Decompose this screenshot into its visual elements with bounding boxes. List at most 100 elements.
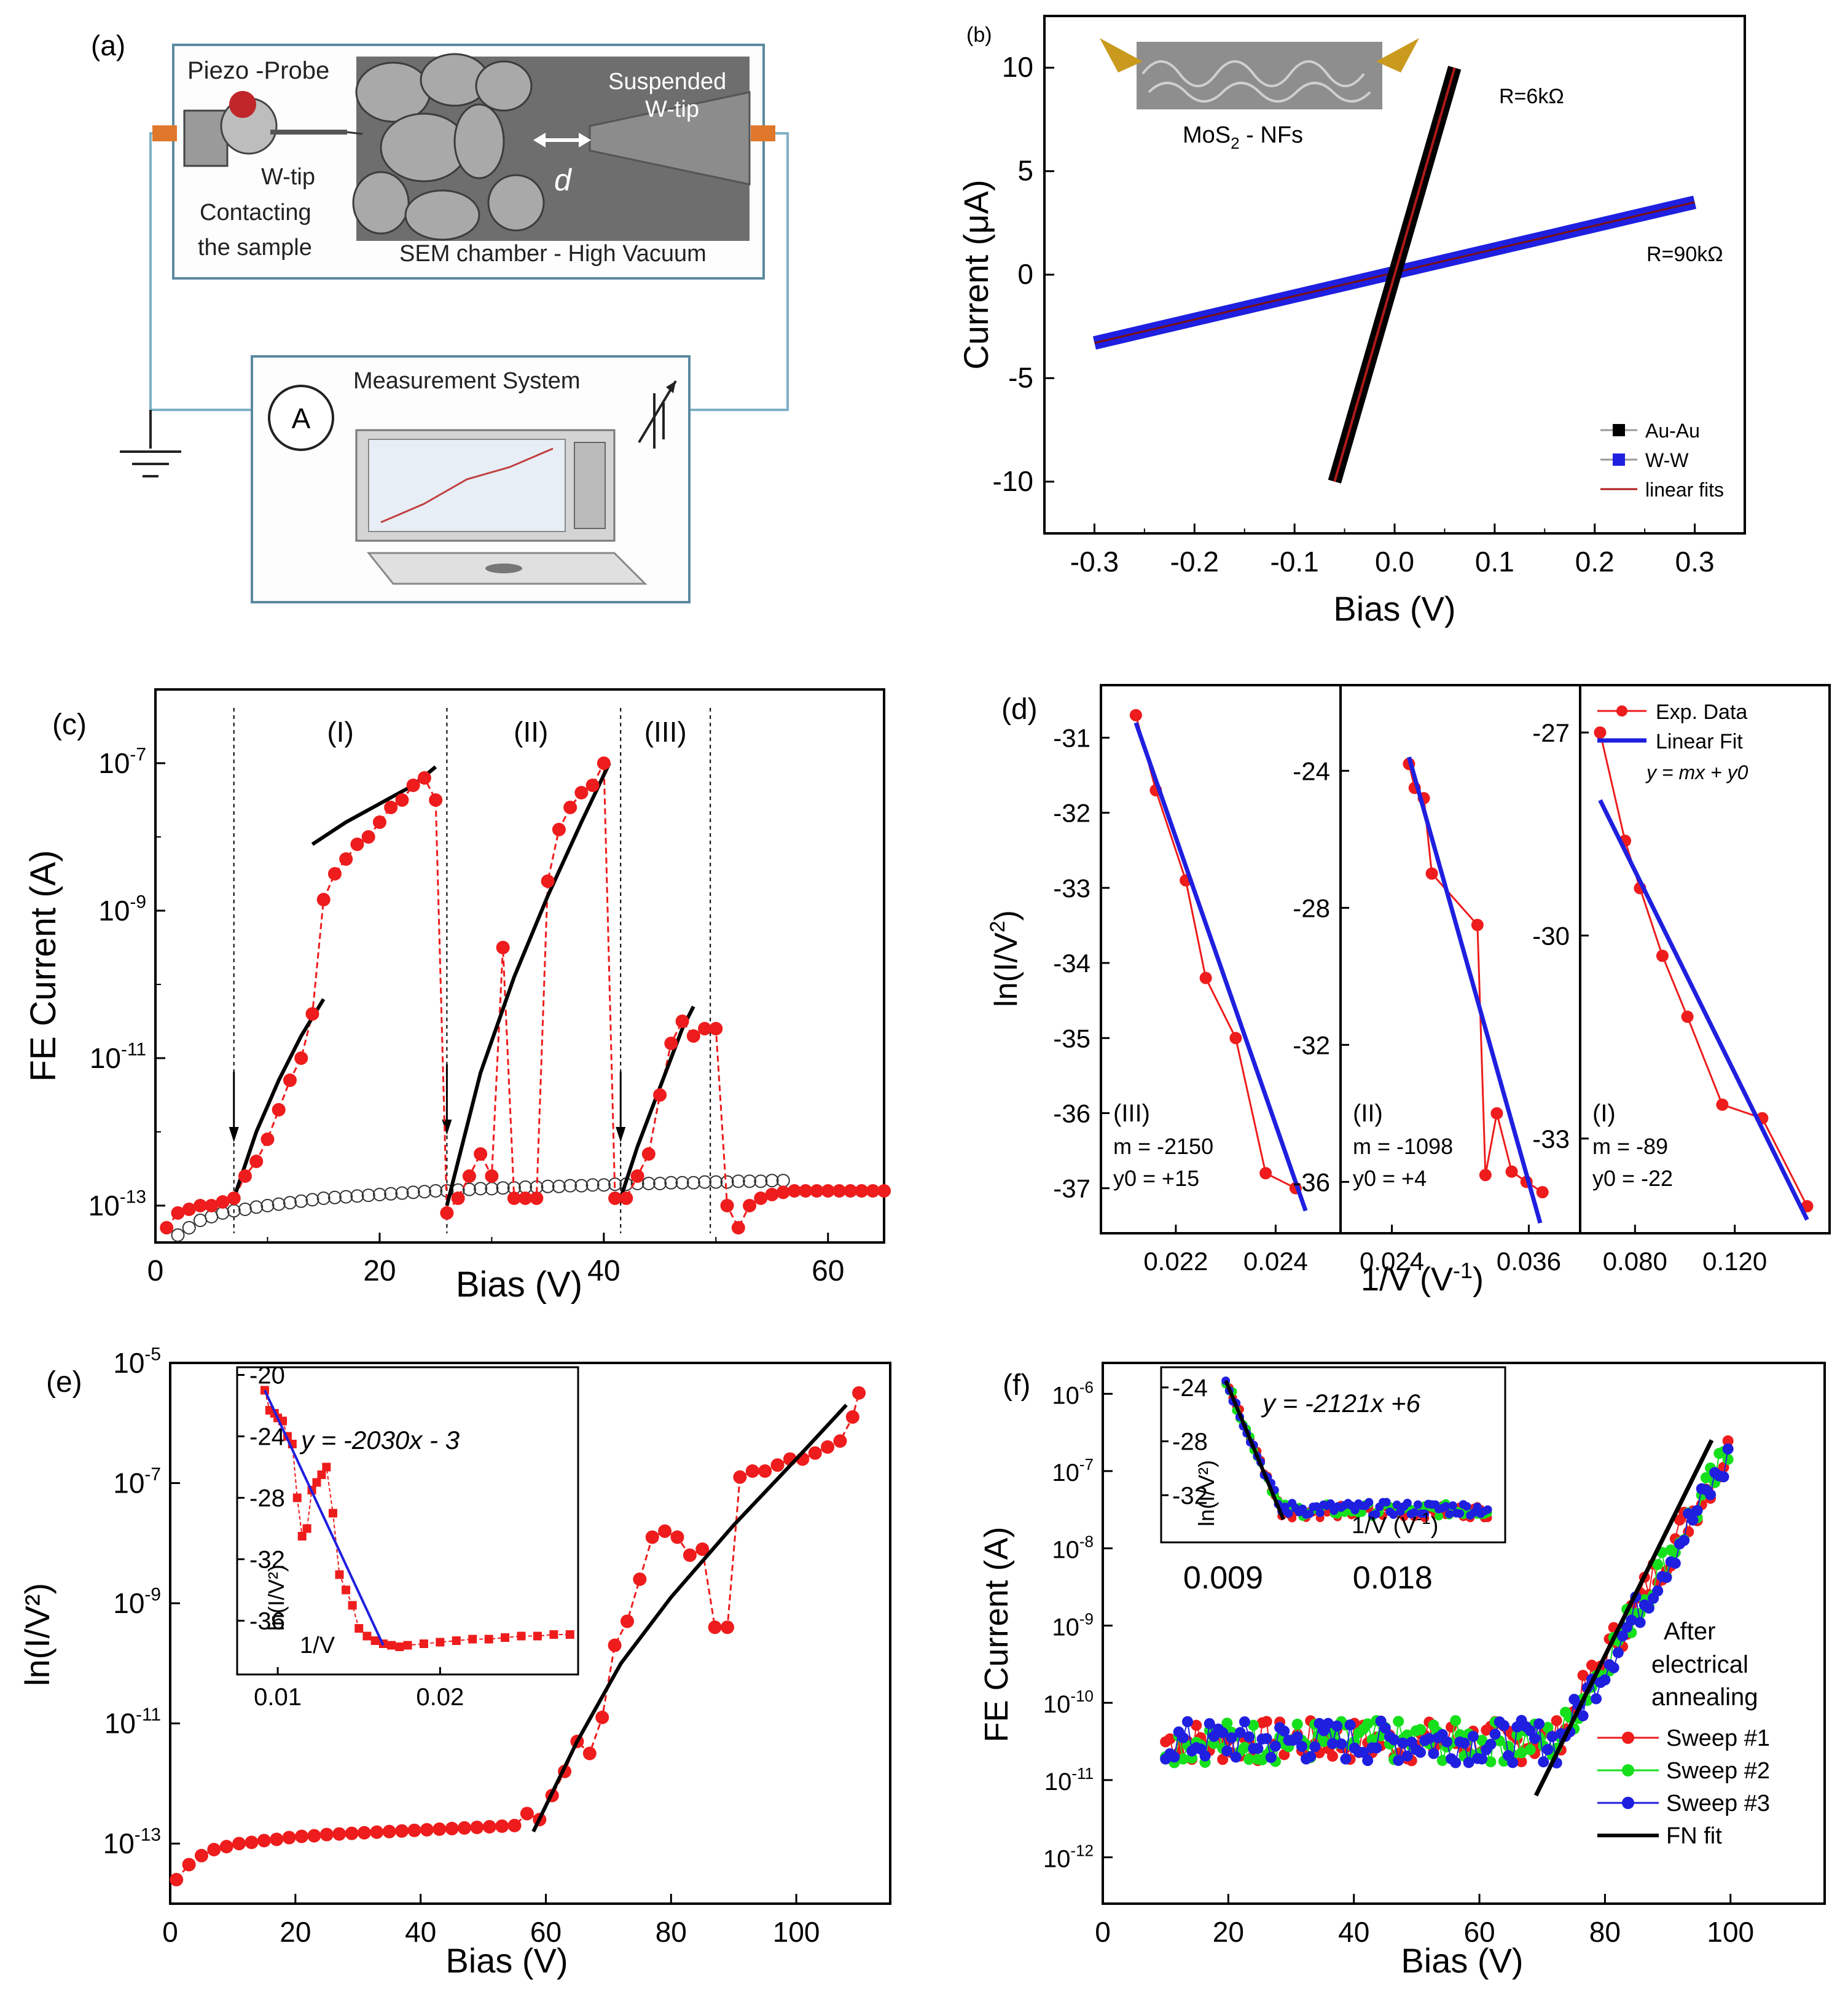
inset-sweep-point — [1357, 1508, 1366, 1517]
sweep-point — [1450, 1715, 1462, 1727]
legend-label-sweep3: Sweep #3 — [1666, 1791, 1770, 1816]
legend-label-sweep1: Sweep #1 — [1666, 1725, 1770, 1751]
inset-data-point — [335, 1570, 344, 1579]
ytick-label: -31 — [1053, 724, 1090, 753]
data-point — [270, 1832, 284, 1847]
sweep-point — [1243, 1731, 1255, 1743]
data-point — [844, 1184, 858, 1198]
sweep-point — [1415, 1746, 1426, 1758]
background-point — [574, 1179, 589, 1193]
ytick-label: 10-7 — [98, 744, 146, 779]
sweep-point — [1340, 1753, 1352, 1765]
inset-sweep-point — [1364, 1497, 1374, 1507]
data-point — [339, 852, 353, 866]
sweep-point — [1718, 1471, 1729, 1483]
panel-d-xlabel: 1/V (V-1) — [1361, 1258, 1484, 1298]
sweep-point — [1476, 1753, 1488, 1765]
exp-data-point — [1229, 1032, 1242, 1045]
wire-right — [689, 132, 789, 411]
exp-data-point — [1681, 1010, 1694, 1023]
panel-c-yticks: 10-13 10-11 10-9 10-7 — [88, 689, 165, 1222]
xtick-label: 0.080 — [1603, 1247, 1667, 1276]
sweep-point — [1221, 1745, 1233, 1757]
inset-data-point — [517, 1631, 526, 1641]
inset-sweep-point — [1445, 1510, 1454, 1519]
data-point — [232, 1837, 246, 1851]
data-point — [630, 1169, 644, 1183]
inset-sweep-point — [1448, 1501, 1457, 1510]
ytick-label: 10-5 — [113, 1344, 161, 1379]
data-point — [485, 1169, 499, 1183]
xtick-label: 0.024 — [1360, 1247, 1424, 1276]
background-point — [372, 1188, 386, 1201]
sweep-point — [1652, 1585, 1664, 1596]
inset-data-point — [387, 1641, 396, 1650]
panel-b-xlabel: Bias (V) — [1333, 589, 1455, 628]
sweep-point — [1485, 1738, 1497, 1750]
panel-e-xlabel: Bias (V) — [445, 1941, 568, 1980]
data-point — [307, 1829, 321, 1843]
data-point — [395, 793, 409, 807]
background-point — [429, 1184, 443, 1198]
inset-f-content: 0.009 0.018 -24 -28 -32 — [1161, 1375, 1492, 1596]
onset-arrow-head — [616, 1127, 626, 1142]
ytick-label: 10-7 — [1052, 1455, 1094, 1486]
xtick-label: 40 — [405, 1916, 436, 1948]
sweep-point — [1393, 1754, 1404, 1766]
panel-e-chart: (e) 0 20 40 60 80 100 10-1310-1110-910-710-5 … — [18, 1344, 891, 1980]
inset-sweep-point — [1455, 1509, 1465, 1518]
panel-c-xlabel: Bias (V) — [456, 1265, 582, 1305]
inset-sweep-point — [1284, 1509, 1293, 1518]
background-point — [260, 1199, 275, 1212]
panel-e-xticks: 0 20 40 60 80 100 — [162, 1894, 820, 1948]
ytick-label: 10-9 — [113, 1584, 161, 1619]
region-label: (II) — [514, 716, 548, 748]
background-point — [462, 1182, 476, 1196]
background-current-points — [171, 1174, 790, 1242]
data-point — [207, 1843, 221, 1856]
background-point — [395, 1186, 409, 1200]
background-point — [474, 1182, 488, 1196]
legend-marker-sweep1 — [1622, 1732, 1634, 1744]
fn-fit-curve — [531, 1403, 848, 1832]
ytick-label: -36 — [1053, 1099, 1090, 1128]
panel-d-chart: (d) 0.022 0.024 -31 -32 -33 -34 -35 -36 -37 (III)… — [986, 684, 1831, 1298]
data-point — [384, 801, 398, 814]
xtick-label: 20 — [363, 1255, 396, 1287]
sweep-point — [1336, 1738, 1347, 1750]
panel-e-ylabel: ln(I/V²) — [18, 1583, 57, 1686]
xtick-label: 20 — [1213, 1916, 1244, 1948]
data-point — [361, 830, 375, 844]
data-point — [470, 1820, 484, 1834]
fit-curve — [232, 998, 326, 1199]
contacting-label-2: the sample — [198, 235, 312, 261]
legend-title-2: electrical — [1651, 1651, 1748, 1678]
legend-title-3: annealing — [1651, 1684, 1758, 1711]
panel-c-axes — [154, 688, 885, 1244]
data-point — [808, 1446, 822, 1460]
data-point — [345, 1826, 359, 1840]
data-point — [563, 801, 578, 814]
background-point — [496, 1181, 510, 1195]
data-point — [350, 838, 364, 851]
ytick-label: 5 — [1017, 155, 1033, 187]
sweep-point — [1612, 1647, 1624, 1658]
sweep-point — [1199, 1750, 1211, 1762]
sweep-point — [1326, 1750, 1338, 1762]
xtick-label: 60 — [530, 1916, 562, 1948]
sweep-point — [1358, 1746, 1369, 1758]
panel-d-axes — [1100, 684, 1831, 1234]
sweep-point — [1393, 1716, 1404, 1727]
fit-curve — [445, 762, 611, 1206]
sweep-point — [1344, 1719, 1356, 1731]
data-point — [720, 1199, 734, 1212]
exp-data-point — [1471, 919, 1484, 932]
inset-f-equation: y = -2121x +6 — [1261, 1389, 1420, 1418]
ytick-label: 10-11 — [90, 1039, 146, 1074]
sweep-point — [1503, 1740, 1514, 1752]
data-point — [776, 1185, 790, 1199]
sweep-point — [1252, 1743, 1264, 1754]
data-point — [357, 1826, 371, 1840]
background-point — [664, 1176, 678, 1190]
sweep-point — [1722, 1453, 1734, 1465]
